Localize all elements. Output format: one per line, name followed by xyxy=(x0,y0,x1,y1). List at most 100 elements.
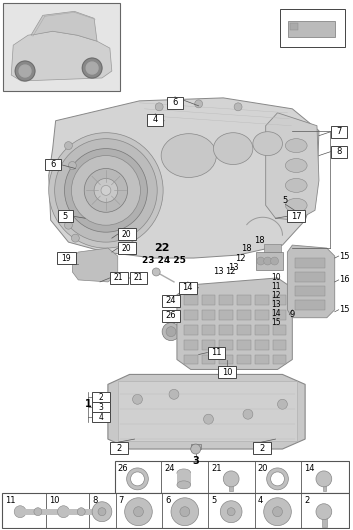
Circle shape xyxy=(155,103,163,111)
Bar xyxy=(118,242,136,254)
Text: 14: 14 xyxy=(183,284,193,293)
Circle shape xyxy=(94,179,118,202)
Ellipse shape xyxy=(286,179,307,192)
Ellipse shape xyxy=(253,131,282,156)
Bar xyxy=(219,355,233,365)
Text: 5: 5 xyxy=(211,496,217,505)
Bar xyxy=(2,493,348,528)
Circle shape xyxy=(131,472,144,486)
Text: 19: 19 xyxy=(62,253,71,262)
Text: 13: 13 xyxy=(228,263,239,272)
Bar xyxy=(92,412,110,422)
Bar xyxy=(118,228,136,240)
Text: 20: 20 xyxy=(122,244,131,253)
Bar xyxy=(273,355,286,365)
Circle shape xyxy=(71,156,140,225)
Bar xyxy=(255,325,269,334)
Circle shape xyxy=(65,148,147,232)
Bar xyxy=(118,382,297,441)
Circle shape xyxy=(71,234,79,242)
Bar xyxy=(202,325,215,334)
Bar xyxy=(287,210,305,222)
Bar xyxy=(237,310,251,320)
Ellipse shape xyxy=(286,158,307,172)
Bar xyxy=(255,355,269,365)
Ellipse shape xyxy=(177,481,191,489)
Text: 15: 15 xyxy=(339,252,349,261)
Text: 18: 18 xyxy=(255,236,265,245)
Circle shape xyxy=(133,507,143,517)
Circle shape xyxy=(162,323,180,341)
Text: 7: 7 xyxy=(336,127,341,136)
Bar xyxy=(167,97,183,109)
Bar xyxy=(322,517,327,527)
Bar xyxy=(162,310,180,322)
Text: 18: 18 xyxy=(241,244,251,253)
Circle shape xyxy=(65,142,72,149)
Bar xyxy=(184,295,198,305)
Circle shape xyxy=(273,507,282,517)
Bar xyxy=(208,347,225,358)
Bar xyxy=(184,325,198,334)
Bar xyxy=(202,355,215,365)
Bar xyxy=(219,295,233,305)
Circle shape xyxy=(132,394,142,404)
Circle shape xyxy=(125,498,152,526)
Text: 10: 10 xyxy=(271,273,281,282)
Bar xyxy=(255,310,269,320)
Text: 3: 3 xyxy=(192,456,199,466)
Text: 24: 24 xyxy=(166,296,176,305)
Bar xyxy=(331,146,347,157)
Bar xyxy=(281,10,345,47)
Circle shape xyxy=(15,61,35,81)
Bar xyxy=(202,340,215,350)
Circle shape xyxy=(34,508,42,516)
Bar xyxy=(110,442,128,454)
Polygon shape xyxy=(72,248,118,282)
Bar xyxy=(255,340,269,350)
Bar xyxy=(295,286,325,296)
Text: 24: 24 xyxy=(164,464,175,473)
Bar xyxy=(177,473,191,485)
Circle shape xyxy=(14,506,26,518)
Circle shape xyxy=(316,471,332,487)
Circle shape xyxy=(84,169,128,213)
Circle shape xyxy=(180,507,190,517)
Polygon shape xyxy=(31,11,97,41)
Circle shape xyxy=(264,257,271,265)
Circle shape xyxy=(171,498,199,526)
Ellipse shape xyxy=(286,139,307,153)
Bar xyxy=(264,244,281,256)
Bar xyxy=(45,158,61,171)
Text: 3: 3 xyxy=(98,403,103,412)
Bar xyxy=(191,444,201,449)
Text: 26: 26 xyxy=(118,464,128,473)
Bar xyxy=(179,282,197,294)
Text: 15: 15 xyxy=(271,318,281,327)
Ellipse shape xyxy=(286,198,307,213)
Text: 10: 10 xyxy=(49,496,59,505)
Text: 20: 20 xyxy=(122,229,131,239)
Bar xyxy=(237,295,251,305)
Text: 4: 4 xyxy=(152,115,158,124)
Circle shape xyxy=(271,257,279,265)
Text: 10: 10 xyxy=(222,368,233,377)
Bar xyxy=(237,340,251,350)
Bar xyxy=(273,325,286,334)
Polygon shape xyxy=(49,98,319,258)
Bar xyxy=(219,310,233,320)
Bar xyxy=(110,272,128,284)
Bar xyxy=(4,3,120,91)
Bar xyxy=(65,509,102,515)
Text: 9: 9 xyxy=(289,310,295,319)
Text: 6: 6 xyxy=(50,160,55,169)
Text: 11: 11 xyxy=(5,496,16,505)
Text: 8: 8 xyxy=(336,147,341,156)
Bar xyxy=(229,482,233,491)
Circle shape xyxy=(82,58,102,78)
Bar xyxy=(253,442,271,454)
Text: 5: 5 xyxy=(283,196,288,205)
Circle shape xyxy=(152,268,160,276)
Circle shape xyxy=(257,257,265,265)
Circle shape xyxy=(243,409,253,419)
